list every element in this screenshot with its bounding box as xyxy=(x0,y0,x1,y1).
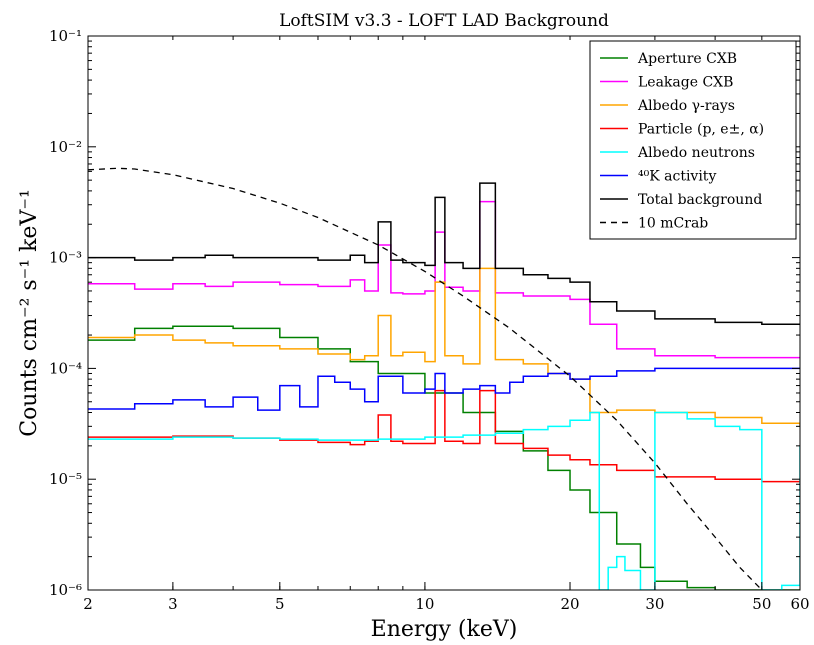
series-line-leakage-cxb xyxy=(88,200,800,359)
x-tick-label: 60 xyxy=(790,595,809,613)
legend-box xyxy=(589,40,797,240)
y-axis-label: Counts cm⁻² s⁻¹ keV⁻¹ xyxy=(17,189,42,437)
legend-label-albedo-rays: Albedo γ-rays xyxy=(637,98,735,114)
x-axis: 2 3 5 10 20 30 50 60 xyxy=(83,36,810,613)
y-tick-label: 10⁻³ xyxy=(49,249,82,267)
series-line-total-background xyxy=(88,182,800,326)
legend-label-k-activity: ⁴⁰K activity xyxy=(638,169,716,185)
series-line-k-activity xyxy=(88,367,800,411)
plot-frame xyxy=(87,35,801,591)
legend-label-particle-p-e: Particle (p, e±, α) xyxy=(638,122,764,138)
legend-label-total-background: Total background xyxy=(638,192,762,208)
legend: Aperture CXB Leakage CXB Albedo γ-rays Part… xyxy=(589,40,797,240)
series-line-albedo-rays xyxy=(88,267,800,427)
series-line-aperture-cxb xyxy=(88,325,800,590)
y-axis: 10⁻⁶ 10⁻⁵ 10⁻⁴ 10⁻³ 10⁻² 10⁻¹ xyxy=(49,27,800,599)
x-tick-label: 2 xyxy=(83,595,93,613)
series-line-particle-p-e xyxy=(88,389,800,483)
x-tick-label: 20 xyxy=(560,595,579,613)
x-tick-label: 10 xyxy=(415,595,434,613)
x-tick-label: 3 xyxy=(168,595,178,613)
x-tick-label: 30 xyxy=(645,595,664,613)
legend-label-10-mcrab: 10 mCrab xyxy=(638,216,708,232)
x-tick-label: 5 xyxy=(275,595,285,613)
chart-title: LoftSIM v3.3 - LOFT LAD Background xyxy=(279,11,609,31)
x-axis-label: Energy (keV) xyxy=(371,617,518,642)
series-line-10-mcrab xyxy=(88,167,763,590)
series-layer xyxy=(88,167,800,590)
legend-label-leakage-cxb: Leakage CXB xyxy=(638,75,733,91)
y-tick-label: 10⁻⁶ xyxy=(49,581,82,599)
legend-label-aperture-cxb: Aperture CXB xyxy=(637,51,737,67)
y-tick-label: 10⁻⁵ xyxy=(49,470,82,488)
legend-label-albedo-neutrons: Albedo neutrons xyxy=(637,145,755,161)
y-tick-label: 10⁻¹ xyxy=(49,27,82,45)
y-tick-label: 10⁻² xyxy=(49,138,82,156)
y-tick-label: 10⁻⁴ xyxy=(49,359,82,377)
x-tick-label: 50 xyxy=(752,595,771,613)
series-line-albedo-neutrons xyxy=(88,411,800,590)
